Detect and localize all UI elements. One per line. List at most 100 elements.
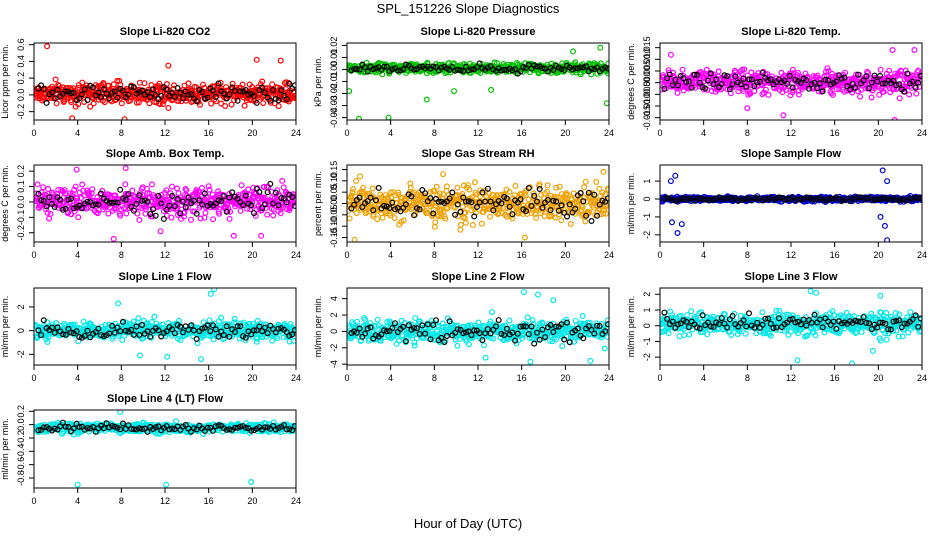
- data-point: [460, 194, 467, 201]
- data-point: [389, 66, 396, 73]
- data-point: [707, 197, 714, 204]
- data-point: [852, 84, 859, 91]
- data-point: [715, 68, 722, 75]
- data-point: [208, 100, 215, 107]
- y-tick-label: 0.015: [642, 36, 652, 59]
- data-point: [795, 196, 802, 203]
- data-point: [536, 186, 543, 193]
- data-point: [556, 211, 563, 218]
- data-point: [811, 79, 818, 86]
- data-point: [122, 327, 129, 334]
- data-point: [692, 79, 699, 86]
- data-point: [110, 81, 117, 88]
- data-point: [738, 70, 745, 77]
- data-point: [274, 335, 281, 342]
- x-tick-label: 8: [119, 128, 124, 138]
- data-point: [166, 202, 173, 209]
- data-point: [729, 196, 736, 203]
- data-point: [754, 195, 761, 202]
- data-point: [765, 91, 772, 98]
- data-point: [440, 191, 447, 198]
- data-point: [512, 66, 519, 73]
- data-point: [210, 322, 217, 329]
- y-tick-label: -0.01: [329, 71, 339, 92]
- data-point: [98, 190, 105, 197]
- data-point: [877, 213, 884, 220]
- data-point: [581, 184, 588, 191]
- x-tick-label: 16: [830, 128, 840, 138]
- data-point: [857, 93, 864, 100]
- data-point: [239, 81, 246, 88]
- data-point: [188, 322, 195, 329]
- data-point: [597, 44, 604, 51]
- data-point: [190, 197, 197, 204]
- data-point: [381, 202, 388, 209]
- y-tick-label: 0.2: [16, 165, 26, 178]
- data-point: [454, 66, 461, 73]
- data-point: [248, 202, 255, 209]
- y-tick-label: 0.0: [16, 196, 26, 209]
- data-point: [158, 200, 165, 207]
- data-point: [238, 182, 245, 189]
- data-point: [490, 207, 497, 214]
- x-tick-label: 4: [701, 250, 706, 260]
- data-point: [122, 319, 129, 326]
- data-point: [605, 187, 609, 194]
- data-point: [188, 91, 195, 98]
- data-point: [76, 95, 83, 102]
- data-point: [253, 56, 260, 63]
- data-point: [694, 71, 701, 78]
- data-point: [501, 66, 508, 73]
- data-point: [703, 66, 710, 73]
- data-point: [556, 183, 563, 190]
- data-point: [457, 208, 464, 215]
- data-point: [220, 193, 227, 200]
- data-point: [517, 68, 524, 75]
- data-point: [260, 100, 267, 107]
- data-point: [68, 195, 75, 202]
- data-point: [512, 182, 519, 189]
- data-point: [229, 80, 236, 87]
- data-point: [256, 323, 263, 330]
- data-point: [853, 71, 860, 78]
- data-point: [525, 185, 532, 192]
- x-tick-label: 24: [917, 128, 927, 138]
- data-point: [740, 196, 747, 203]
- panel-4: Slope Amb. Box Temp.degrees C per min.0 4…: [0, 148, 301, 260]
- y-tick-label: 1: [642, 179, 652, 184]
- data-point: [84, 96, 91, 103]
- x-tick-label: 0: [657, 128, 662, 138]
- data-point: [781, 196, 788, 203]
- data-point: [251, 210, 258, 217]
- data-point: [460, 67, 467, 74]
- data-point: [838, 198, 845, 205]
- data-point: [688, 84, 695, 91]
- data-point: [212, 326, 219, 333]
- data-point: [253, 99, 260, 106]
- data-point: [906, 91, 913, 98]
- data-point: [177, 337, 184, 344]
- data-point: [68, 90, 75, 97]
- data-point: [353, 178, 360, 185]
- data-point: [471, 213, 478, 220]
- data-point: [569, 48, 576, 55]
- data-point: [130, 207, 137, 214]
- data-point: [893, 82, 900, 89]
- points: [34, 288, 296, 363]
- data-point: [68, 329, 75, 336]
- data-point: [841, 74, 848, 81]
- data-point: [45, 186, 52, 193]
- data-point: [210, 87, 217, 94]
- data-point: [392, 206, 399, 213]
- data-point: [79, 79, 86, 86]
- y-tick-label: 0.02: [329, 37, 339, 55]
- data-point: [672, 197, 679, 204]
- data-point: [454, 201, 461, 208]
- data-point: [444, 205, 451, 212]
- data-point: [727, 90, 734, 97]
- data-point: [275, 97, 282, 104]
- data-point: [136, 352, 143, 359]
- data-point: [596, 185, 603, 192]
